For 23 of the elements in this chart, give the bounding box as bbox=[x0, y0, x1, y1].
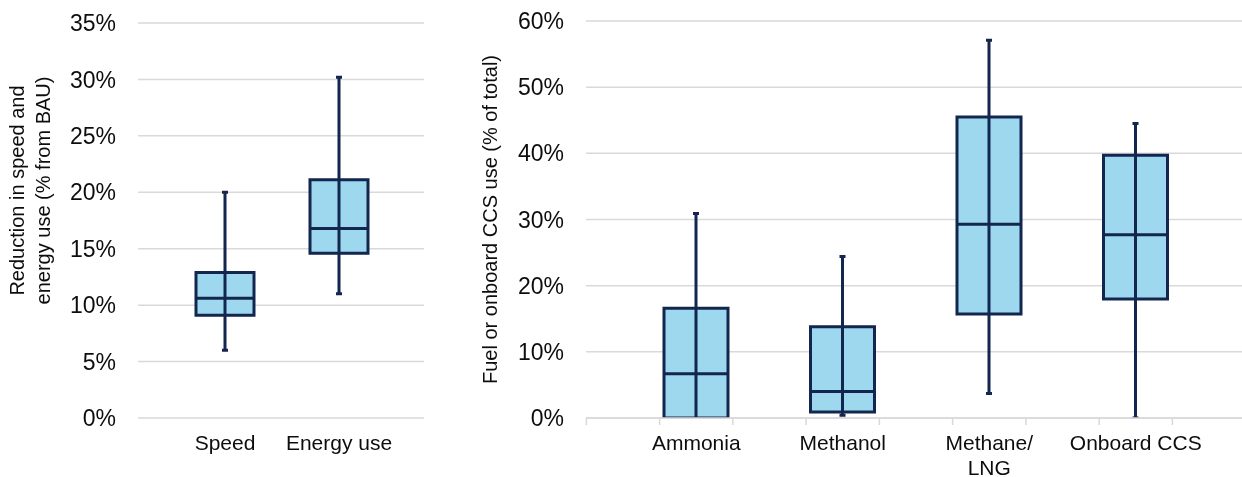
y-tick-label: 35% bbox=[69, 10, 116, 37]
x-tick-label: Onboard CCS bbox=[1069, 431, 1202, 454]
x-tick-label: Speed bbox=[194, 431, 256, 454]
y-tick-label: 25% bbox=[69, 123, 116, 150]
y-tick-label: 10% bbox=[517, 339, 564, 365]
y-tick-label: 10% bbox=[69, 292, 116, 319]
y-tick-label: 0% bbox=[82, 405, 116, 432]
x-tick-label: Ammonia bbox=[651, 431, 741, 454]
x-tick-label: Energy use bbox=[285, 431, 393, 454]
y-tick-label: 40% bbox=[517, 140, 564, 167]
x-tick-label: Methane/ LNG bbox=[945, 431, 1034, 477]
y-tick-label: 15% bbox=[69, 235, 116, 262]
y-axis-title: Fuel or onboard CCS use (% of total) bbox=[479, 54, 501, 385]
y-tick-label: 20% bbox=[517, 272, 564, 299]
y-tick-label: 60% bbox=[517, 8, 564, 35]
y-tick-label: 30% bbox=[69, 66, 116, 93]
y-tick-label: 5% bbox=[82, 348, 116, 375]
y-tick-label: 30% bbox=[517, 206, 564, 233]
y-tick-label: 0% bbox=[530, 405, 564, 432]
y-tick-label: 20% bbox=[69, 179, 116, 206]
y-tick-label: 50% bbox=[517, 74, 564, 101]
y-axis-title: Reduction in speed and energy use (% from BAU) bbox=[6, 76, 54, 305]
x-tick-label: Methanol bbox=[799, 431, 886, 454]
